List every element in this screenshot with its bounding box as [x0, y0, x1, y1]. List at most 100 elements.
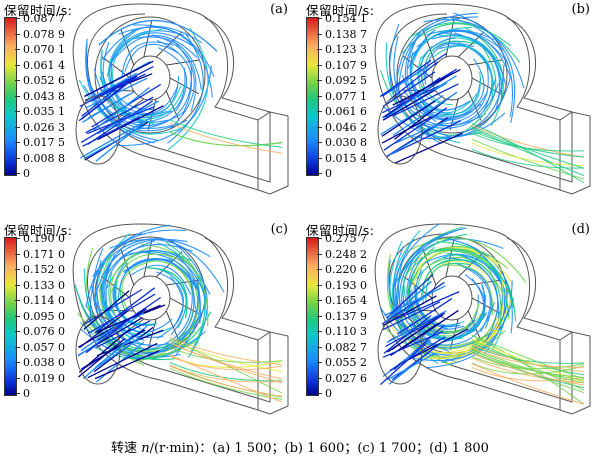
colorbar-title: 保留时间/s:: [4, 3, 73, 18]
outflow-streamline: [471, 142, 585, 167]
impeller-blade: [165, 90, 180, 121]
inlet-vector: [87, 100, 153, 145]
colorbar-tick-mark: [317, 173, 322, 174]
panel-a: 保留时间/s: 0.087 7 0.078 9 0.070 1 0.061 4 0.05…: [0, 0, 296, 215]
inlet-vector: [392, 91, 458, 136]
colorbar-title: 保留时间/s:: [306, 3, 375, 18]
colorbar-tick-mark: [15, 142, 20, 143]
colorbar-tick-mark: [317, 157, 322, 159]
inlet-ring: [75, 315, 121, 385]
colorbar-tick-mark: [317, 142, 322, 143]
inlet-vector: [87, 342, 158, 379]
colorbar-tick-label: 0.061 4: [23, 58, 65, 72]
inlet-vector: [93, 86, 151, 131]
colorbar-title: 保留时间/s:: [4, 223, 73, 238]
colorbar-tick-label: 0.154 1: [325, 12, 367, 25]
inlet-vector: [84, 60, 154, 98]
impeller-rim: [94, 16, 206, 134]
inlet-vector: [392, 69, 461, 106]
streamline: [423, 19, 525, 89]
streamline: [124, 43, 179, 72]
inlet-ring: [75, 95, 121, 165]
streamline: [431, 35, 507, 86]
streamline: [404, 237, 527, 284]
colorbar-tick-label: 0.190 0: [23, 232, 65, 245]
colorbar-tick-label: 0.137 9: [325, 309, 367, 323]
streamline: [473, 246, 506, 355]
impeller-blade: [422, 29, 437, 66]
colorbar: [4, 17, 17, 176]
colorbar-tick-mark: [15, 80, 20, 81]
panel-c: 保留时间/s: 0.190 0 0.171 0 0.152 0 0.133 0 0.11…: [0, 220, 296, 435]
impeller-blade: [402, 55, 433, 79]
colorbar-tick-mark: [317, 80, 322, 81]
inlet-vector: [80, 112, 131, 143]
streamline: [386, 253, 453, 366]
inlet-ring: [377, 95, 423, 165]
outlet-duct: [257, 331, 289, 415]
inlet-vector: [85, 77, 148, 109]
inlet-vector: [382, 331, 443, 358]
inlet-vector: [379, 59, 432, 98]
colorbar-tick-label: 0.248 2: [325, 247, 367, 261]
impeller-hub: [431, 275, 473, 321]
colorbar-tick-label: 0.220 6: [325, 263, 367, 276]
inlet-vector: [387, 116, 452, 157]
outflow-streamline: [471, 122, 585, 184]
colorbar-tick-label: 0.110 3: [325, 325, 367, 338]
streamline: [121, 41, 174, 79]
streamline: [425, 262, 471, 302]
colorbar-tick-mark: [317, 346, 322, 348]
fan-geometry: [72, 3, 289, 195]
volute-casing: [72, 223, 259, 411]
inlet-vector: [379, 342, 427, 386]
streamline: [130, 264, 192, 295]
colorbar-tick-mark: [15, 173, 20, 174]
colorbar-tick-label: 0.275 7: [325, 232, 367, 245]
streamline: [91, 90, 186, 127]
colorbar-tick-label: 0.078 9: [23, 27, 65, 41]
inlet-vector: [82, 116, 141, 147]
streamline: [442, 283, 486, 343]
colorbar-tick-label: 0.092 5: [325, 74, 367, 87]
inlet-vector: [87, 293, 156, 334]
inlet-vector: [81, 75, 138, 120]
streamline: [412, 265, 446, 333]
colorbar-tick-label: 0: [23, 387, 30, 400]
streamline: [398, 16, 479, 91]
inlet-vector: [79, 310, 129, 349]
panel-label: (a): [270, 2, 288, 17]
streamline: [117, 86, 178, 115]
inlet-vector: [97, 105, 164, 141]
outflow-streamline: [471, 367, 585, 382]
colorbar-tick-label: 0.061 6: [325, 105, 367, 118]
inlet-vector: [94, 350, 160, 380]
colorbar-tick-mark: [15, 284, 20, 286]
colorbar-tick-label: 0.082 7: [325, 340, 367, 354]
streamline: [417, 56, 453, 106]
colorbar-tick-mark: [15, 269, 20, 270]
streamline: [409, 91, 489, 121]
colorbar-tick-label: 0.043 8: [23, 89, 65, 103]
impeller-blade: [169, 297, 200, 315]
colorbar-tick-mark: [15, 393, 20, 394]
colorbar-tick-mark: [317, 18, 322, 19]
colorbar-tick-label: 0: [325, 387, 332, 400]
caption-rest: /(r·min)：(a) 1 500；(b) 1 600；(c) 1 700；(…: [149, 441, 489, 456]
streamline: [156, 271, 184, 328]
impeller-blade: [166, 59, 201, 66]
inlet-vector: [384, 280, 432, 323]
streamline: [412, 75, 512, 140]
colorbar-tick-mark: [15, 33, 20, 35]
colorbar-tick-mark: [15, 253, 20, 255]
colorbar-tick-label: 0.171 0: [23, 247, 65, 261]
colorbar-tick-label: 0.030 8: [325, 136, 367, 149]
inlet-vector: [386, 273, 434, 319]
streamline: [382, 105, 506, 139]
inlet-vector: [382, 295, 437, 327]
inlet-vector: [80, 122, 143, 159]
outflow-streamline: [471, 342, 585, 376]
streamline: [445, 264, 494, 316]
inlet-vector: [382, 71, 436, 108]
streamline: [463, 43, 497, 133]
